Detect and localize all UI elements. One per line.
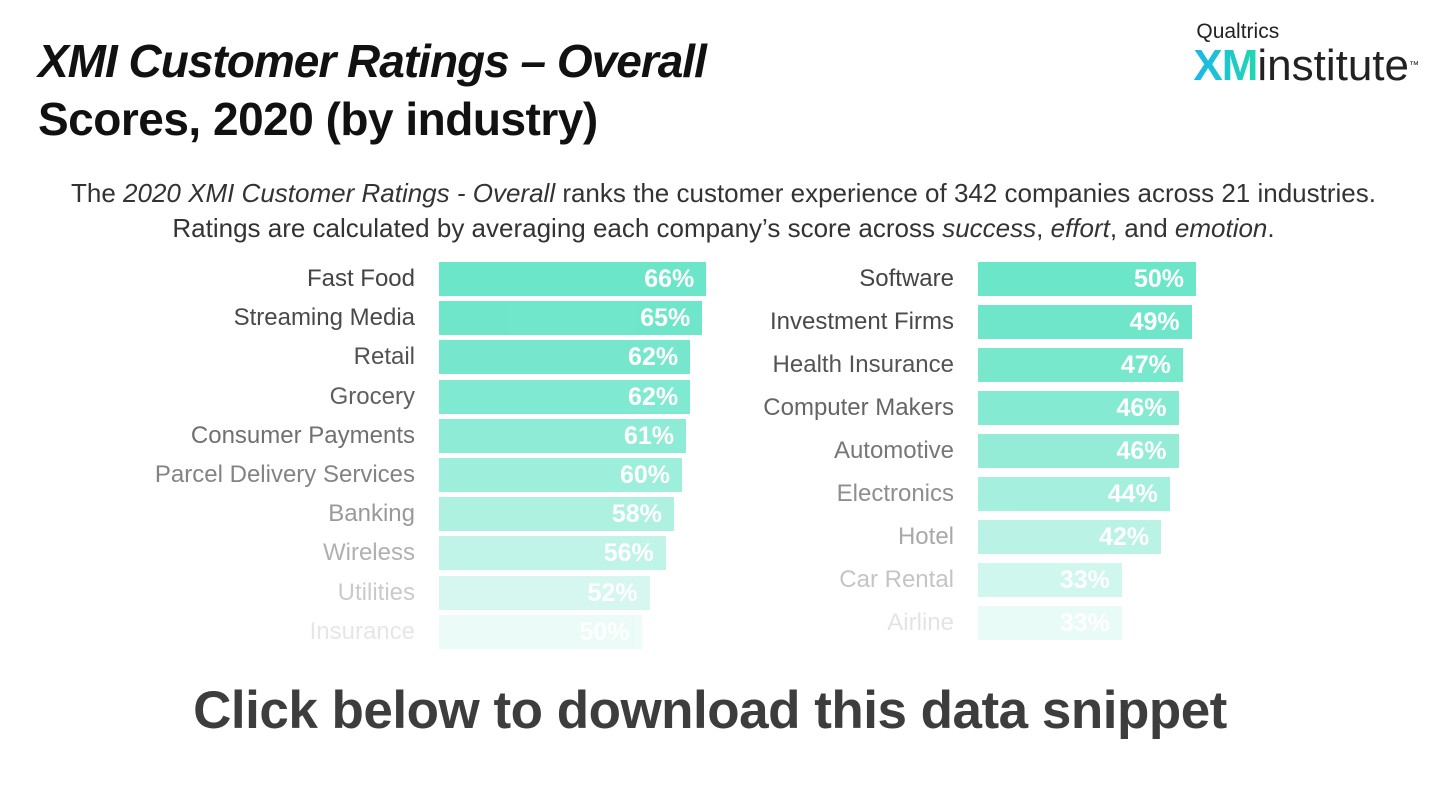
bar: 44%: [978, 477, 1170, 511]
page-title-line-1: XMI Customer Ratings – Overall: [38, 35, 707, 87]
bar-chart-right: Software 50% Investment Firms 49% Health Ins…: [740, 262, 1240, 672]
category-label: Computer Makers: [763, 394, 954, 421]
bar-row: Utilities 52%: [140, 575, 740, 610]
bar: 50%: [439, 614, 642, 649]
category-label: Grocery: [329, 382, 415, 410]
bar: 58%: [439, 497, 674, 532]
bar-row: Computer Makers 46%: [740, 391, 1240, 425]
description-emotion: emotion: [1174, 213, 1268, 243]
bar: 46%: [978, 434, 1179, 468]
bar-row: Insurance 50%: [140, 614, 740, 649]
category-label: Banking: [328, 500, 415, 528]
bar: 62%: [439, 340, 691, 375]
category-label: Investment Firms: [769, 308, 954, 335]
category-label: Health Insurance: [772, 351, 954, 378]
bar-row: Investment Firms 49%: [740, 305, 1240, 339]
bar: 61%: [439, 418, 687, 453]
logo-xm-text: XM: [1193, 41, 1258, 90]
category-label: Streaming Media: [233, 304, 415, 332]
bar-row: Software 50%: [740, 262, 1240, 296]
bar: 52%: [439, 575, 650, 610]
bar-row: Retail 62%: [140, 340, 740, 375]
category-label: Airline: [887, 609, 954, 636]
bar: 56%: [439, 536, 666, 571]
bar-row: Airline 33%: [740, 606, 1240, 640]
category-label: Automotive: [833, 437, 954, 464]
bar: 62%: [439, 379, 691, 414]
bar-chart-left: Fast Food 66% Streaming Media 65% Retail 62% G…: [140, 262, 740, 662]
category-label: Insurance: [309, 617, 415, 645]
bar-row: Electronics 44%: [740, 477, 1240, 511]
bar-row: Parcel Delivery Services 60%: [140, 458, 740, 492]
category-label: Utilities: [337, 578, 415, 606]
category-label: Consumer Payments: [190, 421, 415, 449]
bar: 49%: [978, 305, 1192, 339]
logo-trademark: ™: [1409, 60, 1419, 71]
page-title-line-2: Scores, 2020 (by industry): [38, 93, 598, 145]
logo-brand-text: Qualtrics: [1196, 20, 1280, 43]
description-report-name: 2020 XMI Customer Ratings - Overall: [123, 178, 556, 208]
bar-row: Fast Food 66%: [140, 262, 740, 296]
description-effort: effort: [1050, 213, 1110, 243]
chart-description: The 2020 XMI Customer Ratings - Overall …: [30, 176, 1417, 246]
bar-row: Health Insurance 47%: [740, 348, 1240, 382]
logo-institute-text: institute: [1257, 41, 1409, 90]
bar: 50%: [978, 262, 1196, 296]
bar: 42%: [978, 520, 1162, 554]
qualtrics-xm-institute-logo: Qualtrics XMinstitute™: [1193, 20, 1419, 88]
category-label: Parcel Delivery Services: [154, 461, 415, 488]
bar: 60%: [439, 458, 682, 492]
description-text: , and: [1109, 213, 1175, 243]
description-text: The: [71, 178, 124, 208]
bar-row: Wireless 56%: [140, 536, 740, 571]
bar-row: Automotive 46%: [740, 434, 1240, 468]
category-label: Car Rental: [839, 566, 954, 593]
bar-row: Streaming Media 65%: [140, 301, 740, 336]
bar: 46%: [978, 391, 1179, 425]
bar-row: Hotel 42%: [740, 520, 1240, 554]
bar-row: Banking 58%: [140, 497, 740, 532]
bar: 33%: [978, 606, 1122, 640]
description-success: success: [942, 213, 1037, 243]
bar-row: Grocery 62%: [140, 379, 740, 414]
bar: 33%: [978, 563, 1122, 597]
description-text: ranks the customer experience of 342 com…: [172, 178, 1376, 243]
bar: 47%: [978, 348, 1183, 382]
category-label: Wireless: [322, 539, 415, 567]
category-label: Electronics: [836, 480, 954, 507]
description-text: ,: [1036, 213, 1051, 243]
category-label: Software: [859, 265, 954, 292]
bar: 66%: [439, 262, 707, 296]
category-label: Hotel: [897, 523, 954, 550]
description-text: .: [1267, 213, 1275, 243]
category-label: Fast Food: [306, 265, 415, 292]
category-label: Retail: [353, 343, 415, 371]
bar-row: Car Rental 33%: [740, 563, 1240, 597]
bar-row: Consumer Payments 61%: [140, 418, 740, 453]
bar: 65%: [439, 301, 703, 336]
download-cta-heading[interactable]: Click below to download this data snippe…: [193, 681, 1227, 740]
